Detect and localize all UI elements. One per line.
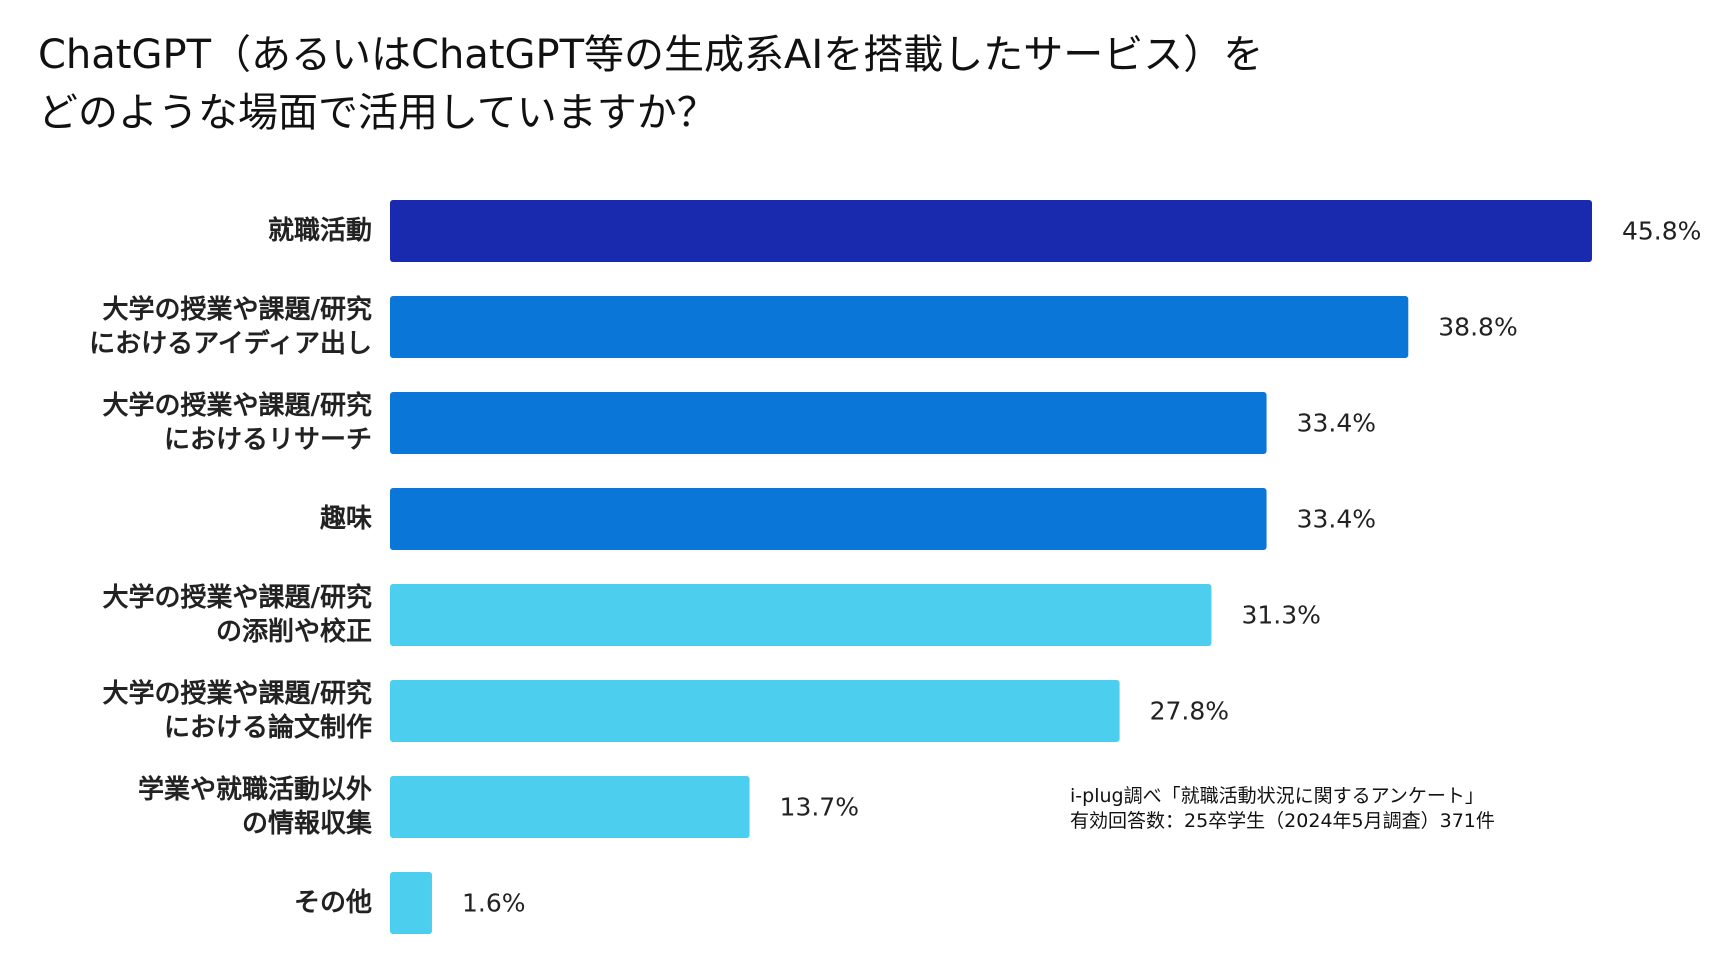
value-label-8: 1.6%: [462, 889, 526, 918]
bar-6: [390, 680, 1120, 742]
category-label-6-line-2: における論文制作: [164, 712, 372, 743]
value-label-2: 38.8%: [1438, 313, 1517, 342]
value-label-4: 33.4%: [1297, 505, 1376, 534]
value-label-3: 33.4%: [1297, 409, 1376, 438]
category-label-3-line-1: 大学の授業や課題/研究: [103, 390, 373, 421]
bar-8: [390, 872, 432, 934]
bar-5: [390, 584, 1212, 646]
category-label-5-line-2: の添削や校正: [216, 616, 372, 647]
value-label-6: 27.8%: [1150, 697, 1229, 726]
category-label-8-line-1: その他: [294, 888, 372, 918]
source-note-line-2: 有効回答数：25卒学生（2024年5月調査）371件: [1070, 810, 1495, 832]
category-label-4-line-1: 趣味: [319, 504, 372, 534]
chart-title: ChatGPT（あるいはChatGPT等の生成系AIを搭載したサービス）を どの…: [38, 26, 1638, 142]
value-label-7: 13.7%: [780, 793, 859, 822]
bar-1: [390, 200, 1592, 262]
source-note-line-1: i-plug調べ「就職活動状況に関するアンケート」: [1070, 785, 1484, 807]
bar-7: [390, 776, 750, 838]
chart-title-line-2: どのような場面で活用していますか？: [38, 90, 717, 136]
bar-3: [390, 392, 1267, 454]
value-label-1: 45.8%: [1622, 217, 1701, 246]
category-label-7-line-1: 学業や就職活動以外: [138, 774, 372, 805]
value-label-5: 31.3%: [1241, 601, 1320, 630]
bar-4: [390, 488, 1267, 550]
category-label-1-line-1: 就職活動: [268, 216, 372, 246]
category-label-5-line-1: 大学の授業や課題/研究: [103, 582, 373, 613]
category-label-7-line-2: の情報収集: [242, 808, 373, 839]
category-label-2-line-1: 大学の授業や課題/研究: [103, 294, 373, 325]
category-label-6-line-1: 大学の授業や課題/研究: [103, 678, 373, 709]
category-label-3-line-2: におけるリサーチ: [164, 425, 372, 455]
bar-2: [390, 296, 1409, 358]
chart-title-line-1: ChatGPT（あるいはChatGPT等の生成系AIを搭載したサービス）を: [38, 32, 1264, 78]
category-label-2-line-2: におけるアイディア出し: [89, 328, 372, 359]
source-note: i-plug調べ「就職活動状況に関するアンケート」 有効回答数：25卒学生（20…: [1070, 784, 1495, 834]
